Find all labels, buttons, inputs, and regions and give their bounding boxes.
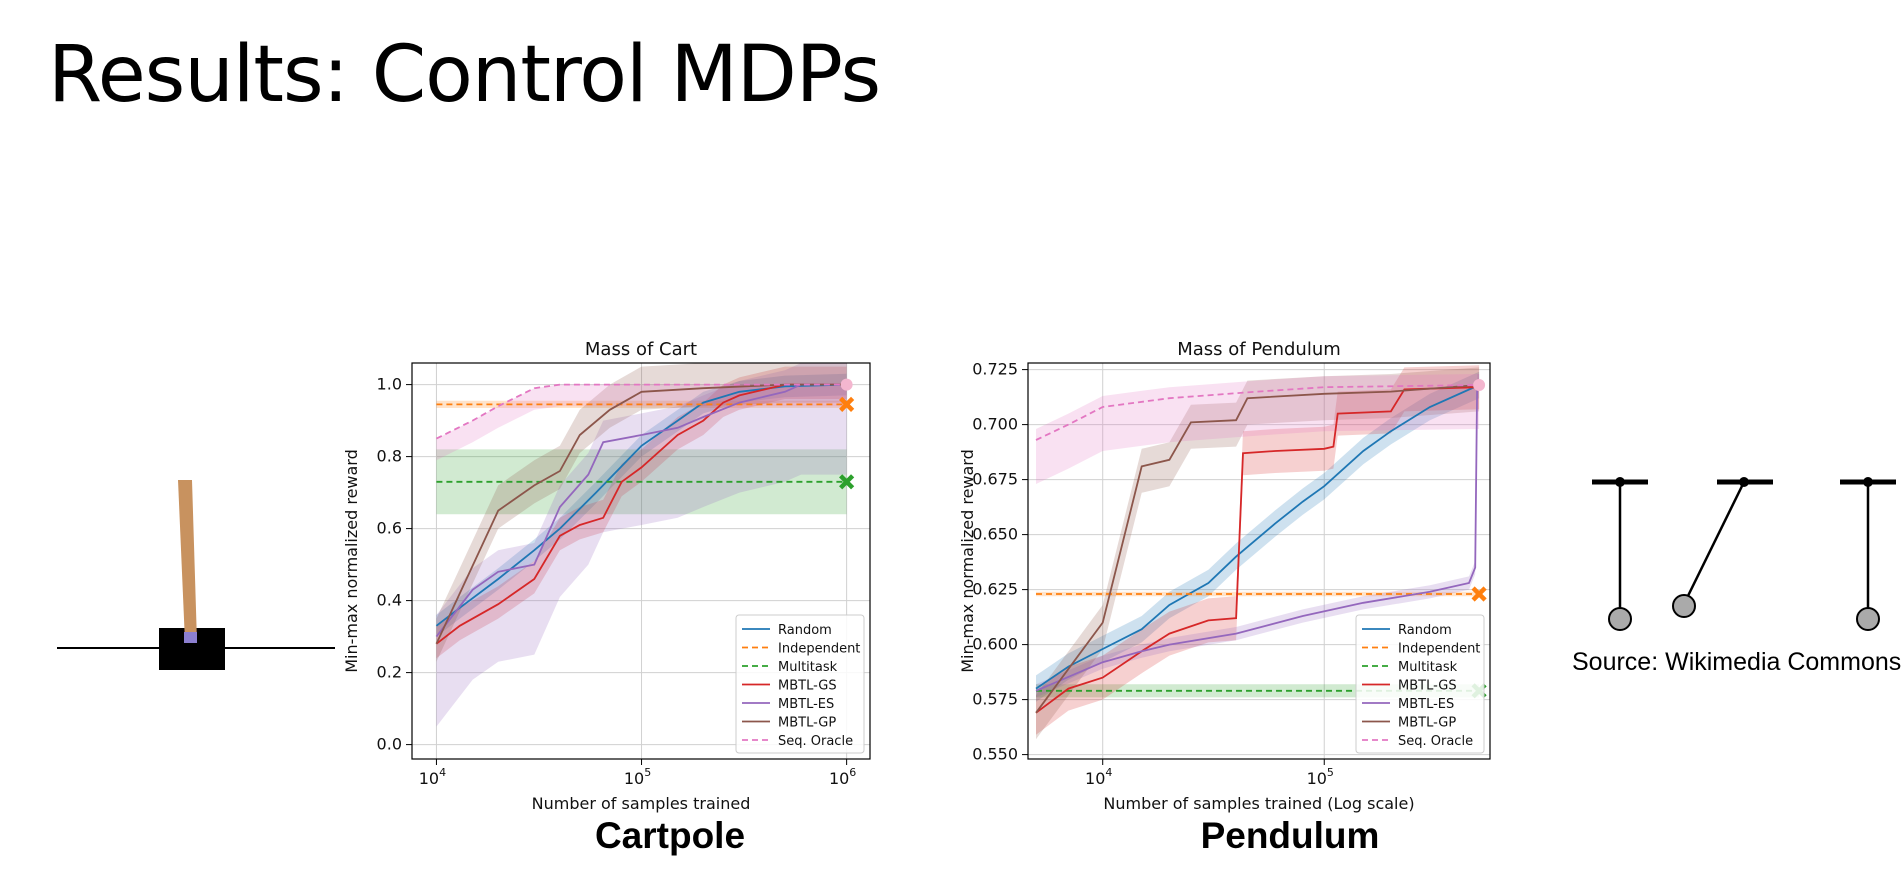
pendulum-caption: Pendulum	[1200, 815, 1380, 856]
legend-label-random: Random	[1398, 623, 1452, 638]
legend-label-seq-oracle: Seq. Oracle	[778, 734, 853, 749]
cartpole-illustration	[57, 480, 335, 670]
y-axis-label: Min-max normalized reward	[342, 449, 361, 673]
source-credit: Source: Wikimedia Commons	[1572, 648, 1902, 676]
line-mbtl-es	[1035, 379, 1480, 692]
legend-label-mbtl-es: MBTL-ES	[1398, 697, 1454, 712]
line-mbtl-gs	[435, 383, 847, 645]
line-mbtl-es	[435, 383, 847, 638]
series-lines	[435, 378, 855, 645]
band-mbtl-gs	[436, 366, 847, 659]
y-tick-label: 0.4	[377, 591, 402, 610]
line-seq-oracle	[1035, 384, 1480, 441]
legend-label-multitask: Multitask	[778, 660, 838, 675]
legend-box	[735, 614, 865, 754]
legend-label-independent: Independent	[778, 642, 860, 657]
band-random	[1036, 371, 1480, 702]
legend-label-independent: Independent	[1398, 642, 1480, 657]
y-tick-label: 0.700	[972, 415, 1018, 434]
band-mbtl-es	[1036, 374, 1480, 698]
marker-independent	[839, 396, 855, 412]
band-mbtl-gp	[436, 363, 847, 662]
mass-of-cart-chart: 104 105 106 0.0 0.2 0.4 0.6 0.8 1.0 Mass of Cart N…	[342, 339, 871, 813]
legend-label-mbtl-es: MBTL-ES	[778, 697, 834, 712]
marker-seq-oracle	[840, 378, 853, 391]
legend-box	[1355, 614, 1485, 754]
y-tick-label: 1.0	[377, 375, 402, 394]
y-tick-label: 0.2	[377, 663, 402, 682]
band-mbtl-es	[436, 363, 847, 727]
legend-label-mbtl-gs: MBTL-GS	[1398, 679, 1457, 694]
x-tick-label: 105	[1307, 766, 1334, 788]
legend: Random Independent Multitask MBTL-GS MBTL-ES…	[735, 614, 865, 754]
y-tick-label: 0.625	[972, 580, 1018, 599]
x-axis-label: Number of samples trained	[532, 794, 751, 813]
x-axis-label: Number of samples trained (Log scale)	[1103, 794, 1414, 813]
y-tick-label: 0.650	[972, 525, 1018, 544]
line-mbtl-gs	[1035, 386, 1480, 714]
x-tick-label: 104	[1085, 766, 1112, 788]
pendulum-hanging-2	[1840, 477, 1896, 631]
line-seq-oracle	[435, 383, 847, 440]
y-axis-label: Min-max normalized reward	[958, 449, 977, 673]
line-mbtl-gp	[435, 383, 847, 645]
cartpole-pole	[178, 480, 197, 642]
line-random	[1035, 384, 1480, 690]
x-tick-label: 106	[829, 766, 856, 788]
band-seq-oracle	[1036, 374, 1480, 484]
y-tick-label: 0.600	[972, 635, 1018, 654]
cartpole-caption: Cartpole	[594, 815, 746, 856]
cartpole-axle	[184, 632, 197, 643]
plot-frame	[1027, 362, 1491, 760]
chart-title: Mass of Cart	[585, 339, 697, 360]
confidence-bands	[1036, 365, 1480, 740]
pendulum-swinging	[1672, 477, 1773, 618]
legend-label-mbtl-gp: MBTL-GP	[1398, 716, 1456, 731]
y-tick-label: 0.8	[377, 447, 402, 466]
legend-label-seq-oracle: Seq. Oracle	[1398, 734, 1473, 749]
marker-seq-oracle	[1473, 379, 1486, 391]
x-tick-label: 104	[419, 766, 446, 788]
band-mbtl-gs	[1036, 365, 1480, 735]
slide-title: Results: Control MDPs	[48, 30, 881, 120]
legend-label-multitask: Multitask	[1398, 660, 1458, 675]
line-mbtl-gp	[1035, 384, 1480, 714]
plot-frame	[411, 362, 871, 760]
legend-label-mbtl-gp: MBTL-GP	[778, 716, 836, 731]
y-tick-label: 0.0	[377, 735, 402, 754]
legend-label-mbtl-gs: MBTL-GS	[778, 679, 837, 694]
chart-title: Mass of Pendulum	[1177, 339, 1341, 360]
x-tick-label: 105	[624, 766, 651, 788]
marker-independent	[1471, 586, 1487, 602]
legend-label-random: Random	[778, 623, 832, 638]
pendulum-illustration	[1592, 477, 1896, 631]
legend: Random Independent Multitask MBTL-GS MBTL-ES…	[1355, 614, 1485, 754]
pendulum-hanging-1	[1592, 477, 1648, 631]
y-tick-label: 0.6	[377, 519, 402, 538]
series-lines	[1035, 379, 1487, 714]
y-tick-label: 0.725	[972, 360, 1018, 379]
marker-multitask	[839, 474, 855, 490]
band-mbtl-gp	[1036, 367, 1480, 740]
y-tick-label: 0.550	[972, 745, 1018, 764]
y-tick-label: 0.675	[972, 470, 1018, 489]
line-random	[435, 383, 847, 627]
mass-of-pendulum-chart: 104 105 0.550 0.575 0.600 0.625 0.650 0.675 0.70…	[958, 339, 1491, 813]
y-tick-label: 0.575	[972, 690, 1018, 709]
